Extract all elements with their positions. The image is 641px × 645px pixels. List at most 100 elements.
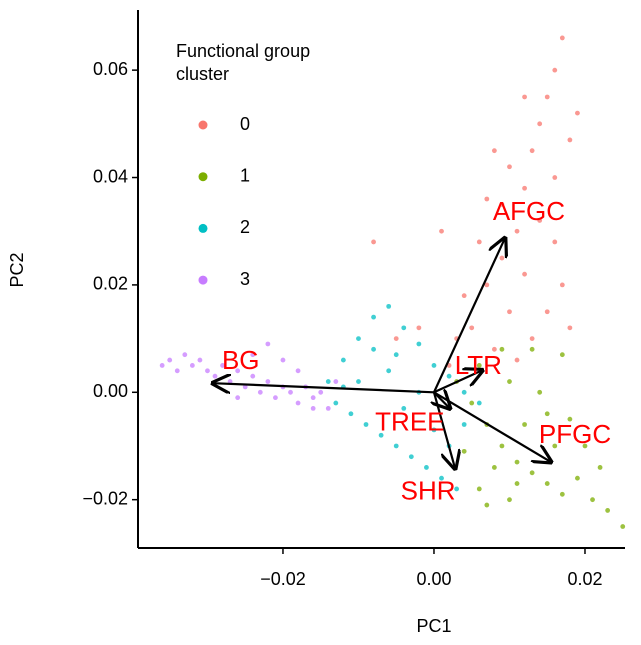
point <box>371 314 376 320</box>
point <box>408 454 414 460</box>
point <box>537 121 543 127</box>
point <box>235 395 241 401</box>
point <box>356 336 361 341</box>
point <box>514 357 520 363</box>
point <box>205 368 210 374</box>
point <box>273 395 278 401</box>
point <box>499 255 505 261</box>
point <box>220 363 225 368</box>
point <box>559 35 565 41</box>
point <box>318 389 324 395</box>
point <box>250 373 256 379</box>
point <box>491 465 497 470</box>
point <box>348 411 354 417</box>
point <box>507 497 512 503</box>
point <box>499 201 505 207</box>
point <box>514 481 520 486</box>
point <box>552 175 558 180</box>
point <box>469 400 475 406</box>
point <box>416 325 422 331</box>
legend-title: Functional group <box>176 41 310 61</box>
point <box>393 336 399 341</box>
point <box>544 309 550 315</box>
point <box>401 405 407 411</box>
point <box>567 137 573 143</box>
point <box>620 524 626 529</box>
point <box>469 325 475 331</box>
x-axis-title: PC1 <box>416 616 451 636</box>
point <box>575 475 580 481</box>
y-tick-label: 0.02 <box>93 274 128 294</box>
point <box>461 389 467 395</box>
y-tick-label: 0.04 <box>93 166 128 186</box>
point <box>529 346 535 352</box>
point <box>529 148 535 154</box>
legend-swatch <box>198 172 208 182</box>
point <box>522 271 527 277</box>
point <box>280 357 286 363</box>
x-tick-label: −0.02 <box>260 569 306 589</box>
point <box>552 239 558 245</box>
y-tick-label: 0.00 <box>93 381 128 401</box>
legend-label: 3 <box>240 269 250 289</box>
point <box>424 465 429 470</box>
point <box>325 405 331 411</box>
point <box>310 395 316 401</box>
point <box>454 486 460 492</box>
point <box>439 228 444 234</box>
point <box>386 368 392 374</box>
loading-arrow <box>432 238 505 393</box>
y-tick-label: −0.02 <box>82 488 128 508</box>
legend-label: 1 <box>240 165 250 185</box>
legend-label: 2 <box>240 217 250 237</box>
loading-label: PFGC <box>539 419 611 449</box>
point <box>416 341 422 347</box>
point <box>544 411 550 417</box>
point <box>242 384 248 390</box>
point <box>522 185 527 191</box>
point <box>559 491 565 497</box>
y-axis-title: PC2 <box>7 252 27 287</box>
point <box>439 475 444 481</box>
loading-label: LTR <box>455 350 502 380</box>
loading-arrow <box>432 391 455 468</box>
point <box>476 400 482 406</box>
point <box>499 443 505 449</box>
point <box>522 422 527 427</box>
point <box>552 67 558 73</box>
loading-label: AFGC <box>493 196 565 226</box>
point <box>514 228 520 234</box>
point <box>559 282 565 288</box>
point <box>461 422 467 427</box>
point <box>491 148 497 154</box>
point <box>537 218 543 223</box>
point <box>212 373 218 379</box>
point <box>544 94 550 100</box>
point <box>197 357 203 363</box>
point <box>537 389 543 395</box>
point <box>182 352 188 358</box>
x-tick-label: 0.02 <box>567 569 602 589</box>
point <box>499 346 505 352</box>
point <box>174 368 180 374</box>
point <box>288 389 293 395</box>
point <box>257 389 263 395</box>
point <box>476 486 482 492</box>
point <box>310 405 316 411</box>
point <box>378 432 384 438</box>
point <box>431 427 437 433</box>
loading-label: BG <box>222 345 260 375</box>
point <box>597 465 603 470</box>
point <box>265 379 271 384</box>
point <box>476 239 482 245</box>
point <box>544 481 550 486</box>
legend-swatch <box>198 120 208 130</box>
x-tick-label: 0.00 <box>416 569 451 589</box>
loading-arrow <box>433 370 482 394</box>
point <box>363 422 369 427</box>
point <box>340 357 346 363</box>
point <box>393 443 399 449</box>
point <box>461 448 467 454</box>
point <box>476 363 482 368</box>
point <box>333 400 339 406</box>
